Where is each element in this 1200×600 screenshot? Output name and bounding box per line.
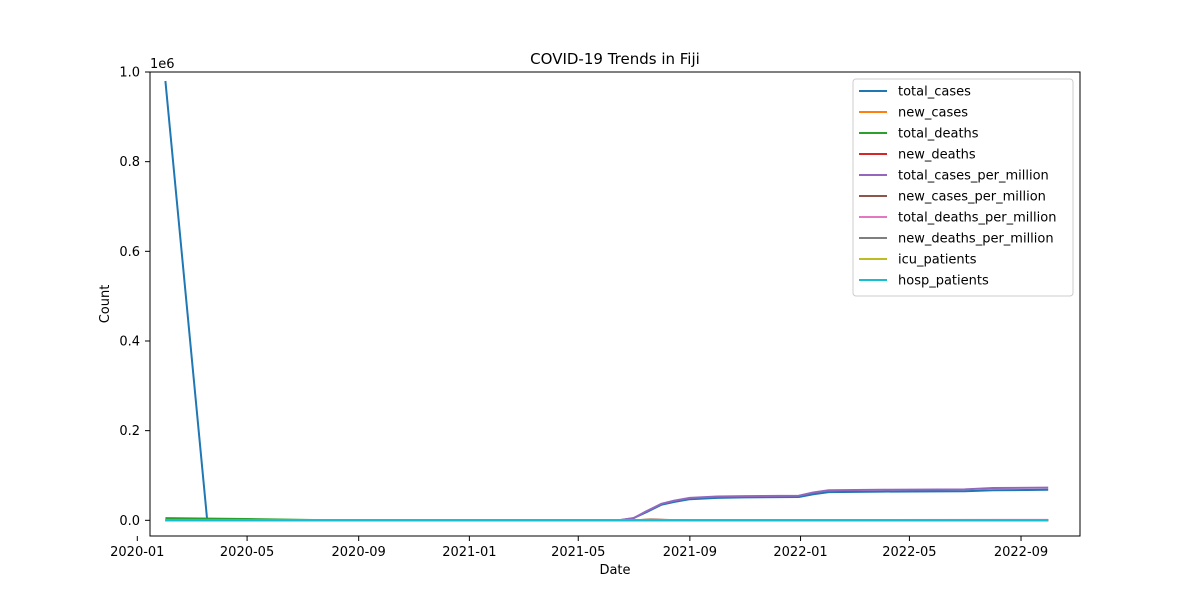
legend-box <box>852 78 1074 297</box>
plot-lines <box>164 80 1049 522</box>
x-tick-label: 2021-05 <box>551 545 605 560</box>
legend-label-total-deaths: total_deaths <box>898 127 979 142</box>
y-tick-label: 0.2 <box>119 424 140 439</box>
x-tick-label: 2020-09 <box>332 545 386 560</box>
x-tick-label: 2022-01 <box>773 545 827 560</box>
legend-label-hosp-patients: hosp_patients <box>898 274 989 289</box>
legend-label-new-cases-per-million: new_cases_per_million <box>898 190 1046 205</box>
y-tick-label: 0.6 <box>119 245 140 260</box>
y-tick-label: 0.4 <box>119 334 140 349</box>
series-line-total-cases-per-million <box>165 486 1049 522</box>
x-axis-title: Date <box>599 563 630 578</box>
x-tick-label: 2022-09 <box>994 545 1048 560</box>
x-axis-ticks: 2020-01 2020-05 2020-09 2021-01 2021-05 2021-… <box>110 536 1048 560</box>
y-scale-label: 1e6 <box>150 57 175 72</box>
legend-label-new-cases: new_cases <box>898 106 968 121</box>
y-tick-label: 1.0 <box>119 66 140 81</box>
y-tick-label: 0.8 <box>119 155 140 170</box>
legend-label-new-deaths: new_deaths <box>898 148 976 163</box>
y-tick-label: 0.0 <box>119 514 140 529</box>
x-tick-label: 2021-09 <box>663 545 717 560</box>
legend-label-total-deaths-per-million: total_deaths_per_million <box>898 211 1056 226</box>
x-tick-label: 2022-05 <box>882 545 936 560</box>
legend-label-icu-patients: icu_patients <box>898 253 977 268</box>
legend-label-total-cases: total_cases <box>898 85 971 100</box>
x-tick-label: 2020-01 <box>110 545 164 560</box>
axes-frame <box>149 71 1081 537</box>
y-axis-title: Count <box>98 285 113 324</box>
chart-legend: total_cases new_cases total_deaths new_deat… <box>852 78 1074 297</box>
chart-title: COVID-19 Trends in Fiji <box>530 50 700 68</box>
legend-label-total-cases-per-million: total_cases_per_million <box>898 169 1049 184</box>
y-axis-ticks: 0.0 0.2 0.4 0.6 0.8 1.0 <box>119 66 150 529</box>
legend-label-new-deaths-per-million: new_deaths_per_million <box>898 232 1054 247</box>
x-tick-label: 2020-05 <box>220 545 274 560</box>
x-tick-label: 2021-01 <box>442 545 496 560</box>
